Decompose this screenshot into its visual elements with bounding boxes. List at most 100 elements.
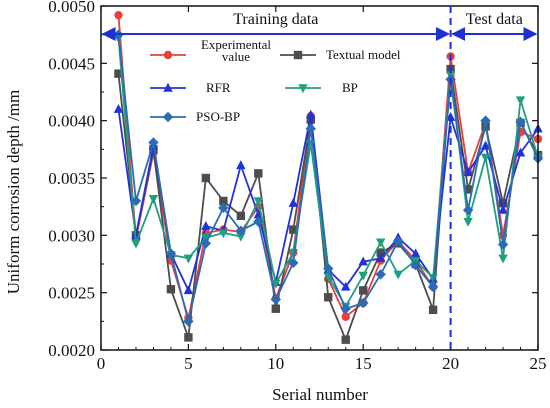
data-point [306,109,316,119]
data-point [498,199,508,208]
y-axis-title: Uniform corrosion depth /mm [4,90,23,294]
data-point [218,202,229,214]
x-axis-title: Serial number [272,385,368,404]
data-point [428,305,438,315]
y-tick-label: 0.0020 [48,341,95,360]
y-tick-label: 0.0025 [48,284,95,303]
legend-marker [293,50,303,60]
legend-marker [163,82,173,92]
data-point [289,225,298,234]
data-point [200,238,212,249]
region-label: Training data [233,11,318,28]
data-point [480,153,491,163]
legend-marker [298,84,308,94]
data-point [463,167,473,176]
legend-label: BP [342,80,358,95]
data-point [184,333,193,342]
region-label: Test data [466,11,523,28]
data-point [235,225,247,236]
data-point [323,263,334,274]
data-point [148,194,159,204]
data-point [114,10,123,20]
data-point [376,248,385,257]
data-point [340,303,351,314]
data-point [480,115,491,126]
y-tick-label: 0.0035 [48,169,95,188]
data-point [130,195,142,207]
data-point [515,116,526,128]
data-point [358,271,368,281]
data-point [165,248,177,259]
data-point [392,235,404,247]
data-point [254,169,263,178]
x-tick-label: 5 [184,354,193,373]
data-point [148,137,159,148]
series-layer [113,10,544,344]
data-point [359,286,368,295]
data-point [341,335,350,344]
legend-label: PSO-BP [196,109,240,124]
data-point [236,232,246,242]
data-point [480,140,491,150]
data-point [497,239,509,250]
x-tick-label: 25 [530,354,547,373]
legend-item: Textual model [280,47,401,62]
series-textual-model [114,64,543,344]
data-point [288,257,299,269]
data-point [288,198,298,207]
data-point [219,196,228,206]
data-point [236,211,246,221]
data-point [183,316,194,327]
data-point [515,96,526,106]
data-point [270,294,281,305]
data-point [131,239,141,249]
x-tick-label: 0 [97,354,106,373]
data-point [393,270,403,280]
legend-label: RFR [206,80,231,95]
data-point [324,293,333,302]
x-tick-label: 15 [355,354,372,373]
y-tick-label: 0.0045 [48,54,95,73]
data-point [341,312,350,321]
data-point [462,204,474,216]
legend-label: Textual model [326,47,401,62]
data-point [183,285,194,295]
data-point [113,104,124,113]
data-point [305,123,316,134]
data-point [341,281,351,291]
data-point [271,304,280,313]
data-point [463,185,473,194]
legend-label: Experimental value [201,37,271,64]
data-point [375,253,386,262]
legend: Experimental value Textual model RFR BP PSO-B… [150,37,401,124]
y-tick-label: 0.0040 [48,112,95,131]
series-pso-bp [113,29,544,327]
legend-marker [162,111,174,123]
data-point [427,281,439,293]
data-point [375,238,386,248]
data-point [498,204,508,214]
data-point [236,160,246,170]
data-point [114,69,123,78]
data-point [201,220,211,230]
data-point [375,269,386,280]
legend-item: PSO-BP [150,109,240,124]
data-point [410,259,421,271]
axes-layer: 0 5 10 15 20 25 0.0020 0.0025 0.0030 0.0035 0.0040… [48,0,546,373]
data-point [410,248,421,258]
legend-marker [163,50,173,60]
y-tick-label: 0.0050 [48,0,95,16]
data-point [218,229,229,239]
x-tick-label: 10 [267,354,284,373]
y-tick-label: 0.0030 [48,226,95,245]
legend-item: RFR [150,80,231,95]
data-point [253,216,264,227]
data-point [166,285,176,294]
data-point [498,254,508,264]
data-point [201,173,211,183]
data-point [183,254,194,264]
data-point [271,279,281,289]
data-point [463,217,473,227]
data-point [358,297,369,309]
